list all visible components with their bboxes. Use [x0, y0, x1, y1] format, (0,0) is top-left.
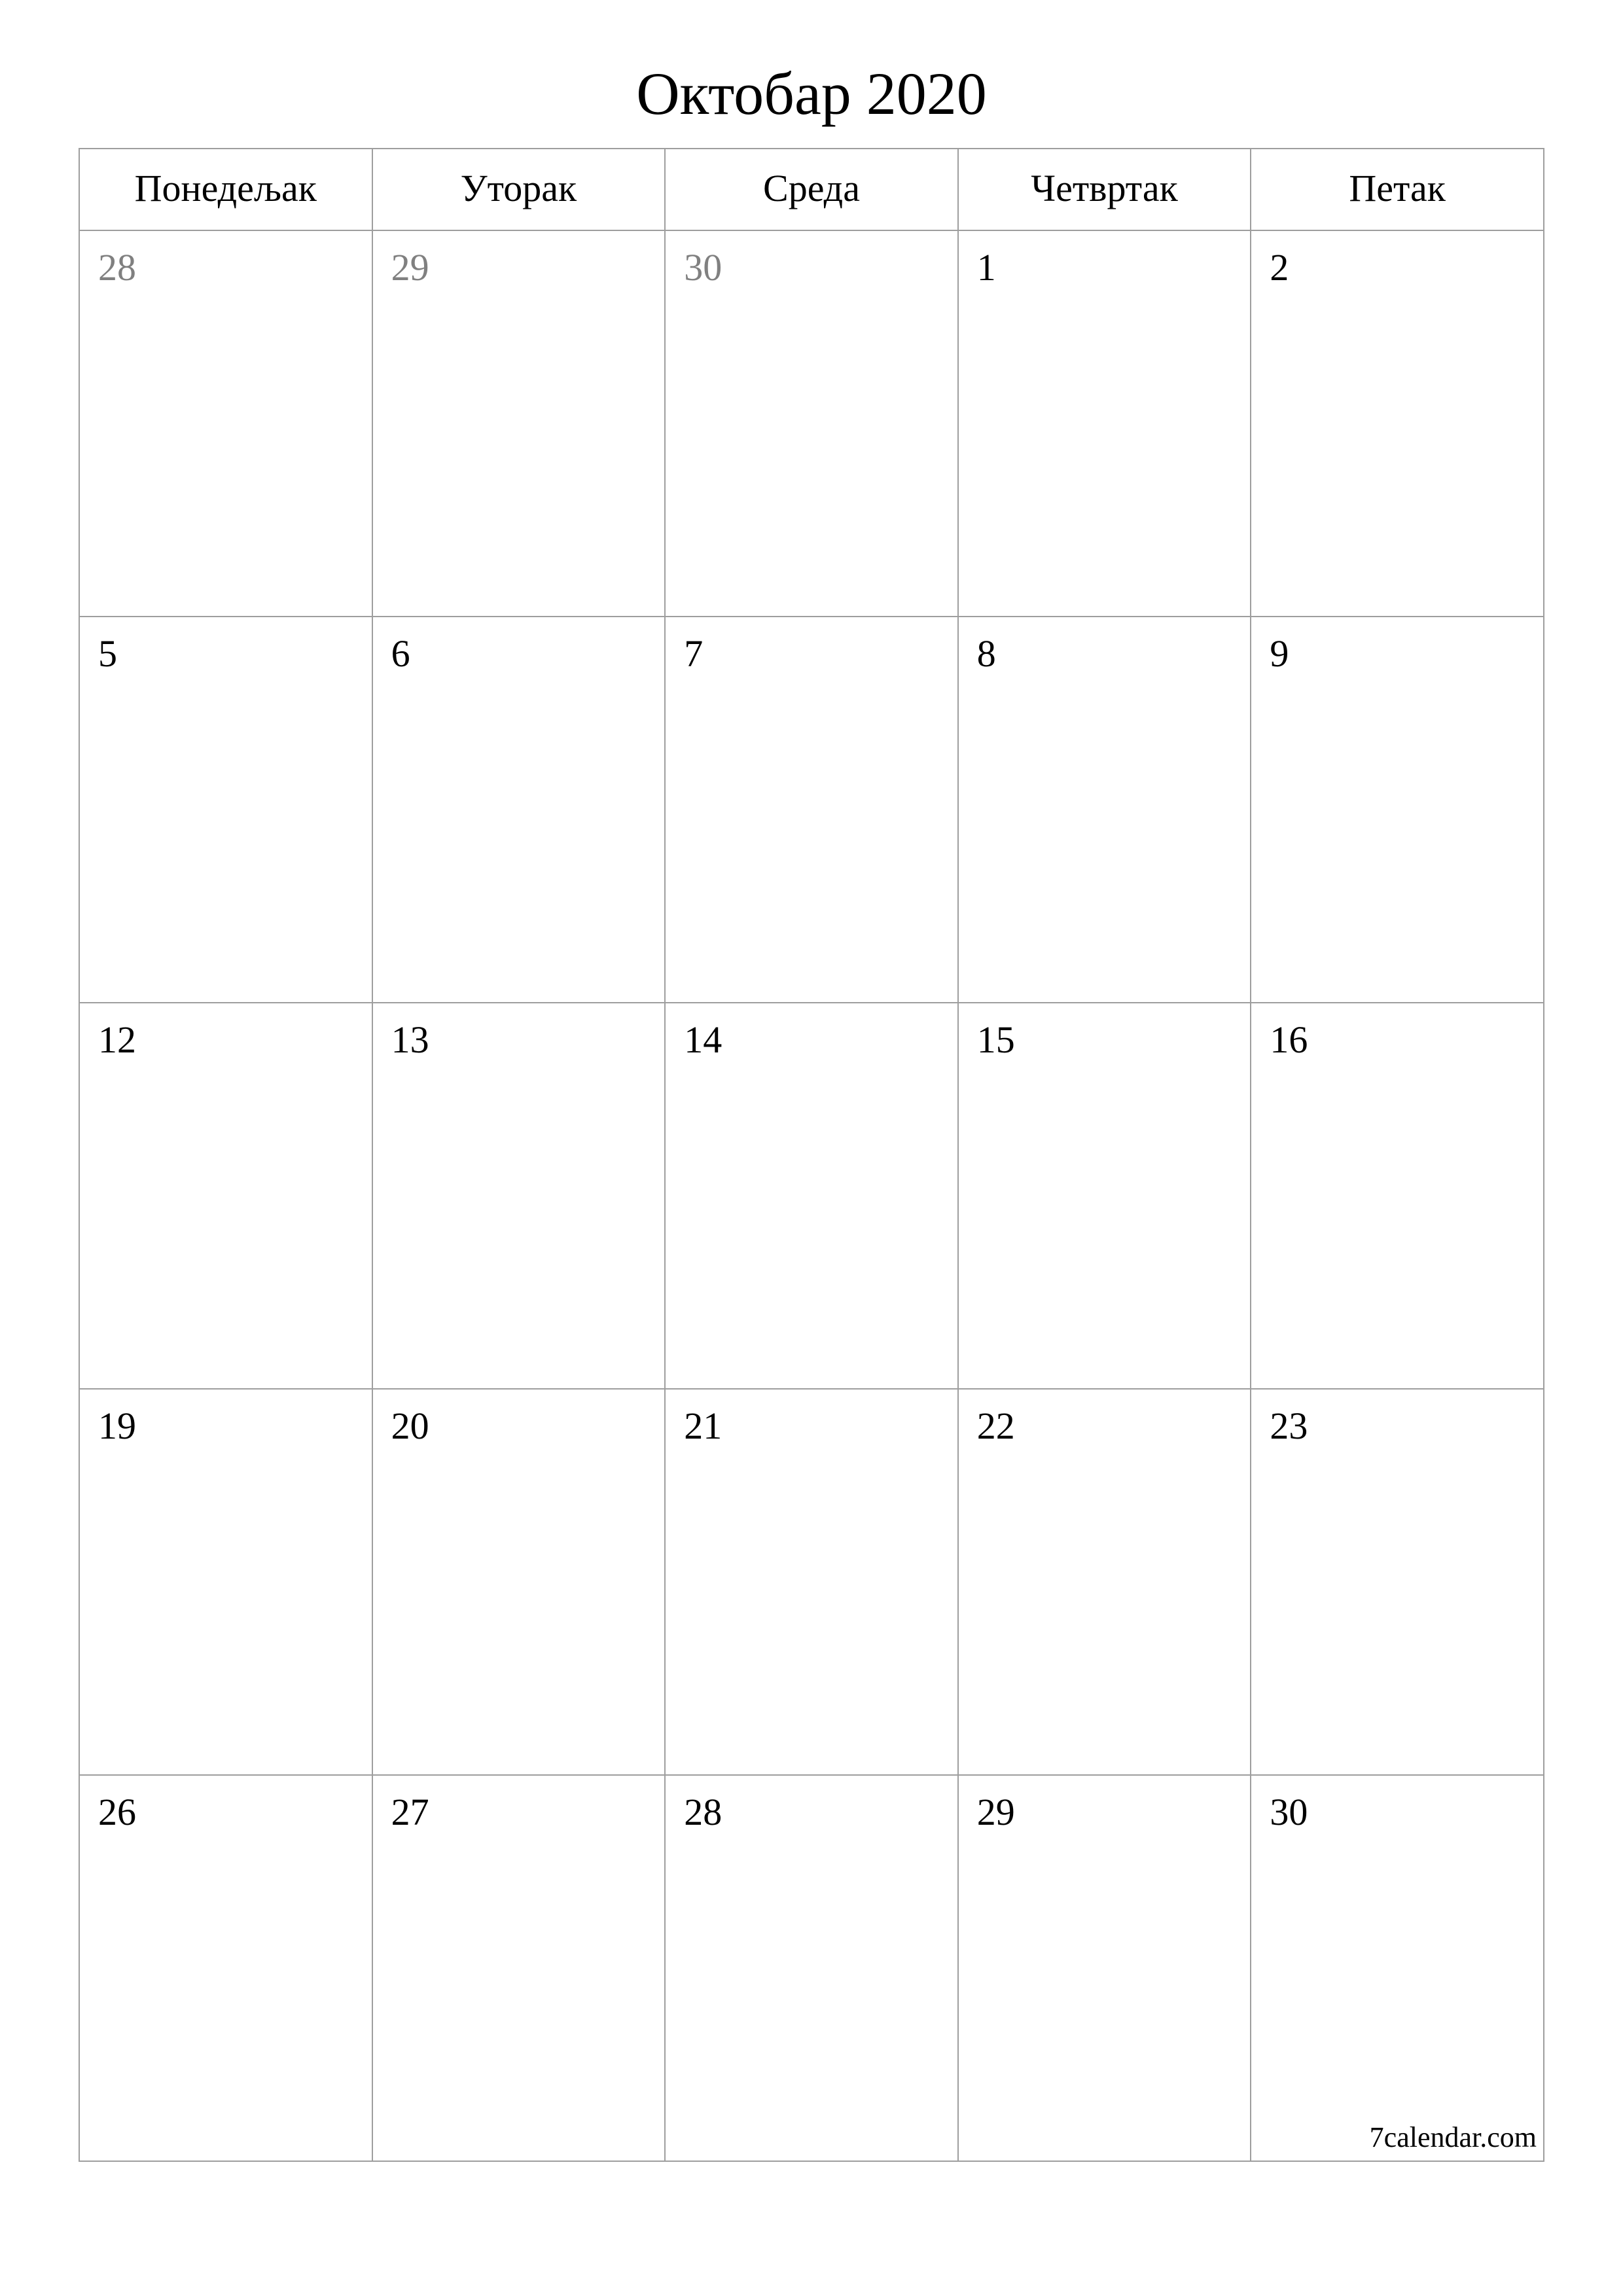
day-number: 9 [1270, 632, 1289, 675]
calendar-day-cell: 29 [958, 1775, 1251, 2161]
calendar-day-cell: 12 [79, 1003, 372, 1389]
day-number: 15 [977, 1018, 1015, 1061]
weekday-row: Понедељак Уторак Среда Четвртак Петак [79, 149, 1544, 230]
calendar-week-row: 26 27 28 29 30 7calendar.com [79, 1775, 1544, 2161]
weekday-header: Четвртак [958, 149, 1251, 230]
calendar-day-cell: 30 7calendar.com [1251, 1775, 1544, 2161]
calendar-week-row: 5 6 7 8 9 [79, 617, 1544, 1003]
day-number: 27 [391, 1791, 429, 1833]
day-number: 30 [1270, 1791, 1308, 1833]
day-number: 22 [977, 1405, 1015, 1447]
day-number: 30 [684, 246, 722, 289]
calendar-day-cell: 27 [372, 1775, 666, 2161]
day-number: 28 [98, 246, 136, 289]
weekday-header: Уторак [372, 149, 666, 230]
day-number: 8 [977, 632, 996, 675]
calendar-day-cell: 7 [665, 617, 958, 1003]
day-number: 16 [1270, 1018, 1308, 1061]
calendar-day-cell: 22 [958, 1389, 1251, 1775]
day-number: 6 [391, 632, 410, 675]
day-number: 19 [98, 1405, 136, 1447]
weekday-header: Петак [1251, 149, 1544, 230]
calendar-day-cell: 8 [958, 617, 1251, 1003]
calendar-day-cell: 9 [1251, 617, 1544, 1003]
day-number: 14 [684, 1018, 722, 1061]
calendar-day-cell: 14 [665, 1003, 958, 1389]
day-number: 29 [977, 1791, 1015, 1833]
calendar-day-cell: 1 [958, 230, 1251, 617]
day-number: 29 [391, 246, 429, 289]
day-number: 21 [684, 1405, 722, 1447]
calendar-table: Понедељак Уторак Среда Четвртак Петак 28… [79, 148, 1544, 2162]
calendar-day-cell: 19 [79, 1389, 372, 1775]
weekday-header: Понедељак [79, 149, 372, 230]
calendar-day-cell: 2 [1251, 230, 1544, 617]
calendar-day-cell: 16 [1251, 1003, 1544, 1389]
calendar-week-row: 19 20 21 22 23 [79, 1389, 1544, 1775]
calendar-day-cell: 15 [958, 1003, 1251, 1389]
day-number: 5 [98, 632, 117, 675]
day-number: 12 [98, 1018, 136, 1061]
day-number: 23 [1270, 1405, 1308, 1447]
watermark-text: 7calendar.com [1370, 2121, 1537, 2154]
calendar-page: Октобар 2020 Понедељак Уторак Среда Четв… [0, 0, 1623, 2296]
day-number: 13 [391, 1018, 429, 1061]
calendar-day-cell: 6 [372, 617, 666, 1003]
day-number: 2 [1270, 246, 1289, 289]
calendar-body: 2829301256789121314151619202122232627282… [79, 230, 1544, 2161]
calendar-day-cell: 30 [665, 230, 958, 617]
calendar-day-cell: 26 [79, 1775, 372, 2161]
day-number: 28 [684, 1791, 722, 1833]
page-title: Октобар 2020 [79, 59, 1544, 128]
day-number: 7 [684, 632, 703, 675]
calendar-day-cell: 29 [372, 230, 666, 617]
day-number: 20 [391, 1405, 429, 1447]
calendar-day-cell: 5 [79, 617, 372, 1003]
calendar-week-row: 12 13 14 15 16 [79, 1003, 1544, 1389]
calendar-day-cell: 28 [79, 230, 372, 617]
weekday-header: Среда [665, 149, 958, 230]
calendar-day-cell: 23 [1251, 1389, 1544, 1775]
calendar-day-cell: 20 [372, 1389, 666, 1775]
calendar-day-cell: 13 [372, 1003, 666, 1389]
calendar-day-cell: 21 [665, 1389, 958, 1775]
day-number: 26 [98, 1791, 136, 1833]
calendar-day-cell: 28 [665, 1775, 958, 2161]
calendar-header: Понедељак Уторак Среда Четвртак Петак [79, 149, 1544, 230]
calendar-week-row: 28 29 30 1 2 [79, 230, 1544, 617]
day-number: 1 [977, 246, 996, 289]
